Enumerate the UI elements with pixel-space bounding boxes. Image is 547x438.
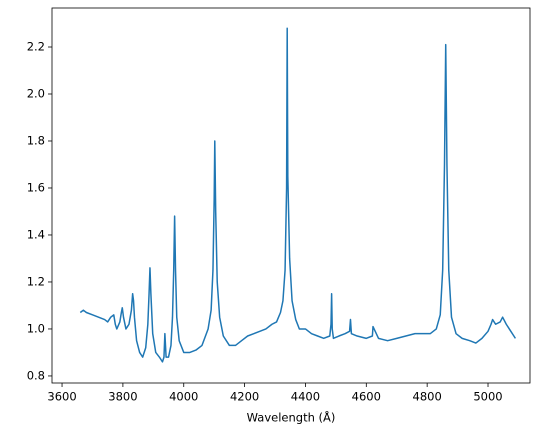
plot-frame — [51, 7, 531, 384]
y-tick-label: 2.0 — [27, 86, 45, 100]
y-tick-label: 1.0 — [27, 321, 45, 335]
y-tick-label: 1.2 — [27, 274, 45, 288]
y-tick-label: 2.2 — [27, 40, 45, 54]
x-tick-label: 4000 — [169, 390, 198, 404]
x-tick-label: 4800 — [413, 390, 442, 404]
x-tick-label: 3600 — [47, 390, 76, 404]
spectrum-line — [79, 27, 517, 363]
x-tick-label: 4400 — [291, 390, 320, 404]
y-tick-label: 0.8 — [27, 368, 45, 382]
y-tick-label: 1.4 — [27, 227, 45, 241]
y-tick-label: 1.8 — [27, 133, 45, 147]
x-tick-label: 4200 — [230, 390, 259, 404]
x-axis-label: Wavelength (Å) — [247, 410, 336, 425]
x-tick-label: 4600 — [352, 390, 381, 404]
y-tick-label: 1.6 — [27, 180, 45, 194]
x-tick-label: 5000 — [473, 390, 502, 404]
x-tick-label: 3800 — [108, 390, 137, 404]
